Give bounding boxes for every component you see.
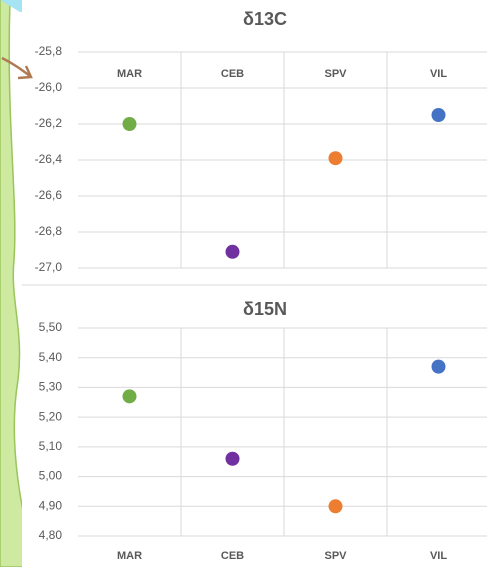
y-tick-label: -26,8 — [35, 224, 63, 238]
y-tick-label: 5,40 — [39, 350, 63, 364]
point — [329, 151, 343, 165]
page: δ13C -27,0 -26,8 -26,6 -26,4 -26,2 -26,0 -25,8 M… — [0, 0, 487, 567]
x-tick-label: MAR — [117, 550, 142, 562]
point — [226, 452, 240, 466]
x-tick-label: CEB — [221, 550, 244, 562]
x-tick-label: SPV — [324, 550, 347, 562]
x-tick-label: VIL — [430, 68, 447, 80]
chart-title: δ13C — [243, 9, 287, 29]
y-tick-label: 5,20 — [39, 409, 63, 423]
chart-background — [22, 0, 487, 567]
y-tick-label: -27,0 — [35, 260, 63, 274]
y-tick-label: -26,4 — [35, 152, 63, 166]
y-tick-label: -26,6 — [35, 188, 63, 202]
y-tick-label: 4,80 — [39, 528, 63, 542]
chart: δ13C -27,0 -26,8 -26,6 -26,4 -26,2 -26,0 -25,8 M… — [0, 0, 487, 567]
y-tick-label: -25,8 — [35, 44, 63, 58]
x-tick-label: SPV — [324, 68, 347, 80]
x-tick-label: CEB — [221, 68, 244, 80]
y-tick-label: 5,10 — [39, 439, 63, 453]
point — [329, 499, 343, 513]
y-tick-label: 5,00 — [39, 469, 63, 483]
point — [123, 389, 137, 403]
point — [226, 245, 240, 259]
chart-title: δ15N — [243, 299, 287, 319]
y-tick-label: 5,30 — [39, 380, 63, 394]
x-tick-label: VIL — [430, 550, 447, 562]
point — [432, 108, 446, 122]
point — [123, 117, 137, 131]
y-tick-label: 5,50 — [39, 320, 63, 334]
y-tick-label: -26,2 — [35, 116, 63, 130]
point — [432, 360, 446, 374]
y-tick-label: -26,0 — [35, 80, 63, 94]
y-tick-label: 4,90 — [39, 498, 63, 512]
x-tick-label: MAR — [117, 68, 142, 80]
